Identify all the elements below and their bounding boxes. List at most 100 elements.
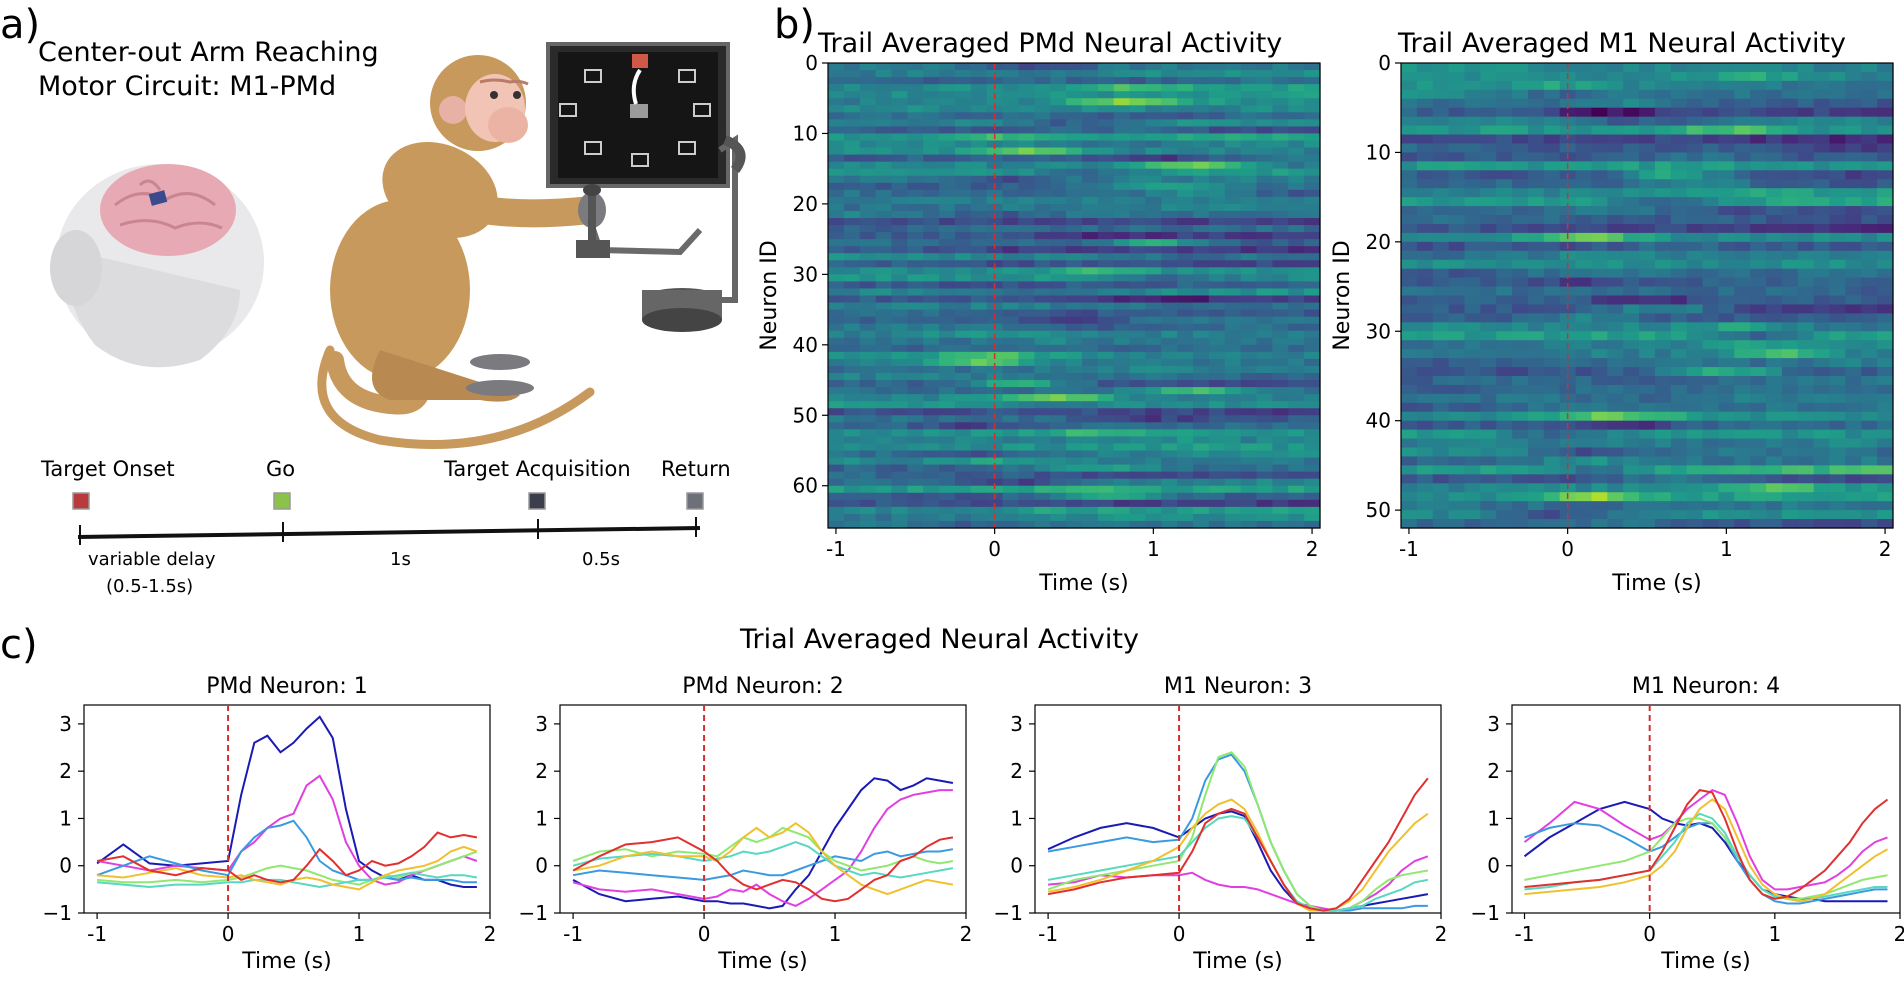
heatmap-cell — [1861, 331, 1878, 341]
heatmap-cell — [1575, 197, 1593, 207]
heatmap-cell — [907, 323, 924, 332]
heatmap-cell — [1066, 203, 1083, 212]
heatmap-cell — [1496, 411, 1513, 422]
heatmap-cell — [1097, 218, 1115, 226]
heatmap-cell — [1718, 429, 1735, 440]
heatmap-cell — [1845, 438, 1862, 449]
heatmap-cell — [986, 239, 1004, 247]
heatmap-cell — [1686, 393, 1704, 404]
heatmap-cell — [1081, 98, 1099, 106]
heatmap-cell — [1018, 344, 1035, 353]
heatmap-cell — [1829, 483, 1846, 493]
heatmap-cell — [1464, 438, 1481, 449]
heatmap-cell — [1432, 313, 1450, 323]
heatmap-cell — [1256, 450, 1273, 459]
x-tick-label: 2 — [1879, 537, 1892, 561]
heatmap-cell — [1224, 365, 1242, 374]
heatmap-cell — [1081, 309, 1099, 318]
heatmap-cell — [843, 98, 861, 106]
heatmap-cell — [1129, 358, 1147, 367]
heatmap-cell — [828, 295, 845, 304]
heatmap-cell — [1208, 119, 1226, 128]
heatmap-cell — [1240, 281, 1258, 290]
heatmap-cell — [1639, 519, 1656, 529]
heatmap-cell — [1480, 322, 1497, 332]
heatmap-cell — [843, 485, 861, 494]
heatmap-cell — [1097, 380, 1115, 388]
heatmap-cell — [954, 84, 972, 92]
heatmap-cell — [1702, 393, 1720, 404]
heatmap-cell — [1240, 239, 1258, 247]
heatmap-cell — [1861, 152, 1878, 162]
heatmap-cell — [1591, 286, 1608, 297]
heatmap-cell — [1829, 331, 1846, 341]
heatmap-cell — [923, 330, 940, 339]
heatmap-cell — [1829, 286, 1846, 297]
heatmap-cell — [923, 288, 940, 297]
heatmap-cell — [907, 457, 924, 466]
heatmap-cell — [1861, 501, 1878, 511]
heatmap-cell — [1797, 393, 1815, 404]
heatmap-cell — [1113, 260, 1131, 268]
heatmap-cell — [1448, 393, 1466, 404]
heatmap-cell — [1670, 438, 1688, 449]
heatmap-cell — [1416, 259, 1434, 270]
heatmap-cell — [1304, 126, 1321, 135]
heatmap-cell — [843, 302, 861, 311]
heatmap-cell — [1193, 154, 1210, 163]
heatmap-cell — [1256, 267, 1273, 275]
heatmap-cell — [1066, 175, 1083, 184]
heatmap-cell — [1654, 384, 1672, 395]
heatmap-cell — [1591, 215, 1608, 225]
heatmap-cell — [1750, 286, 1767, 297]
heatmap-cell — [1097, 422, 1115, 430]
heatmap-cell — [1145, 274, 1162, 283]
heatmap-cell — [1097, 91, 1115, 99]
heatmap-cell — [1224, 182, 1242, 191]
heatmap-cell — [1240, 323, 1258, 332]
heatmap-cell — [1081, 337, 1099, 346]
heatmap-cell — [1018, 196, 1035, 205]
heatmap-cell — [1877, 393, 1894, 404]
heatmap-cell — [1050, 513, 1067, 522]
heatmap-cell — [1050, 422, 1067, 430]
heatmap-cell — [1464, 501, 1481, 511]
heatmap-cell — [1034, 457, 1051, 466]
heatmap-cell — [1193, 119, 1210, 128]
heatmap-cell — [1797, 179, 1815, 189]
heatmap-cell — [1145, 358, 1162, 367]
heatmap-cell — [1034, 302, 1051, 311]
heatmap-cell — [1240, 63, 1258, 71]
heatmap-cell — [939, 189, 956, 198]
heatmap-cell — [1224, 330, 1242, 339]
heatmap-cell — [1416, 438, 1434, 449]
heatmap-cell — [1734, 483, 1751, 493]
heatmap-cell — [1177, 225, 1194, 233]
heatmap-cell — [1797, 510, 1815, 520]
heatmap-cell — [1208, 450, 1226, 459]
heatmap-cell — [1401, 206, 1418, 216]
heatmap-cell — [1161, 309, 1178, 318]
heatmap-cell — [907, 337, 924, 346]
heatmap-cell — [1432, 295, 1450, 306]
heatmap-cell — [1527, 241, 1545, 252]
heatmap-cell — [1607, 152, 1624, 162]
heatmap-cell — [1639, 367, 1656, 377]
heatmap-cell — [1464, 63, 1481, 73]
heatmap-cell — [1829, 116, 1846, 127]
heatmap-cell — [1066, 344, 1083, 353]
heatmap-cell — [1607, 63, 1624, 73]
heatmap-cell — [1448, 241, 1466, 252]
heatmap-cell — [939, 281, 956, 290]
heatmap-cell — [1113, 126, 1131, 135]
heatmap-cell — [1256, 281, 1273, 290]
heatmap-cell — [859, 210, 877, 219]
heatmap-cell — [1512, 206, 1529, 216]
heatmap-cell — [891, 464, 908, 473]
heatmap-cell — [1750, 179, 1767, 189]
heatmap-cell — [1401, 420, 1418, 431]
heatmap-cell — [1543, 420, 1561, 431]
heatmap-cell — [954, 267, 972, 275]
heatmap-cell — [1829, 304, 1846, 314]
heatmap-cell — [1623, 375, 1640, 386]
